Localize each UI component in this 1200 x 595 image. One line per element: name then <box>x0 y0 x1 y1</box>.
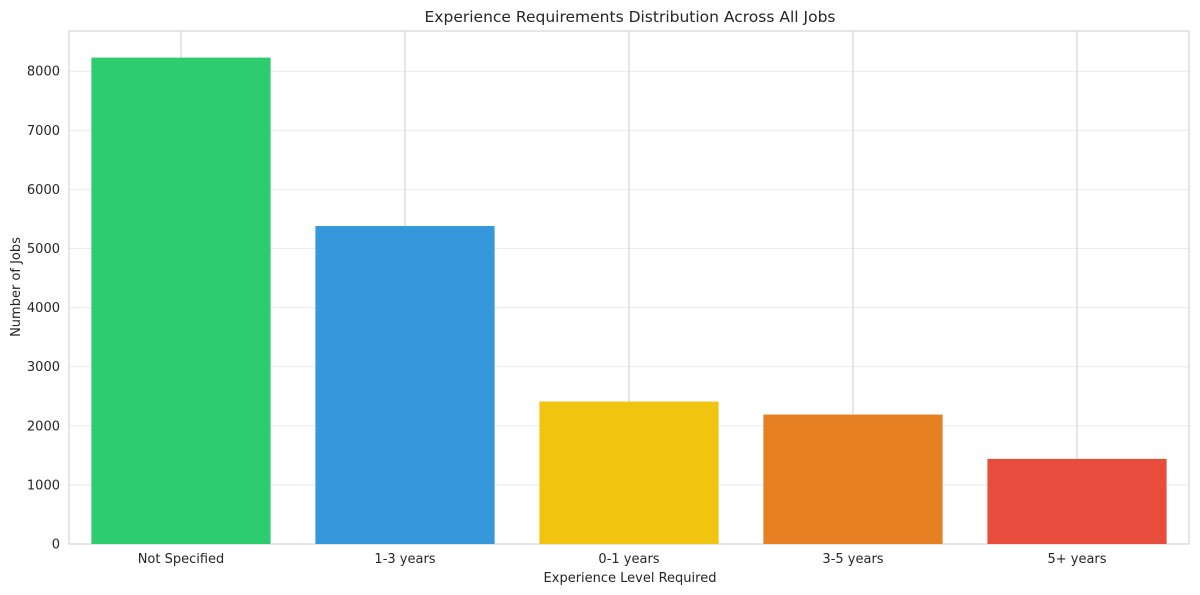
y-tick-label: 4000 <box>27 301 60 316</box>
y-tick-label: 3000 <box>27 360 60 375</box>
bar <box>315 226 495 545</box>
x-tick-label: 0-1 years <box>598 552 659 567</box>
x-tick-label: 5+ years <box>1047 552 1106 567</box>
y-axis-label: Number of Jobs <box>9 237 24 337</box>
y-axis-ticks: 0 1000 2000 3000 4000 5000 6000 7000 8000 <box>27 65 60 553</box>
bar <box>763 414 943 544</box>
y-tick-label: 6000 <box>27 183 60 198</box>
bar <box>539 401 719 544</box>
bar <box>91 57 271 545</box>
y-tick-label: 0 <box>52 538 60 553</box>
y-tick-label: 8000 <box>27 65 60 80</box>
y-tick-label: 5000 <box>27 242 60 257</box>
y-tick-label: 7000 <box>27 124 60 139</box>
x-tick-label: Not Specified <box>138 552 225 567</box>
bars-layer <box>91 57 1167 545</box>
bar <box>987 458 1167 544</box>
y-tick-label: 2000 <box>27 419 60 434</box>
x-axis-label: Experience Level Required <box>544 571 717 586</box>
y-tick-label: 1000 <box>27 478 60 493</box>
chart-title: Experience Requirements Distribution Acr… <box>425 8 836 26</box>
x-tick-label: 3-5 years <box>822 552 883 567</box>
x-axis-ticks: Not Specified 1-3 years 0-1 years 3-5 years… <box>138 552 1107 567</box>
x-tick-label: 1-3 years <box>374 552 435 567</box>
